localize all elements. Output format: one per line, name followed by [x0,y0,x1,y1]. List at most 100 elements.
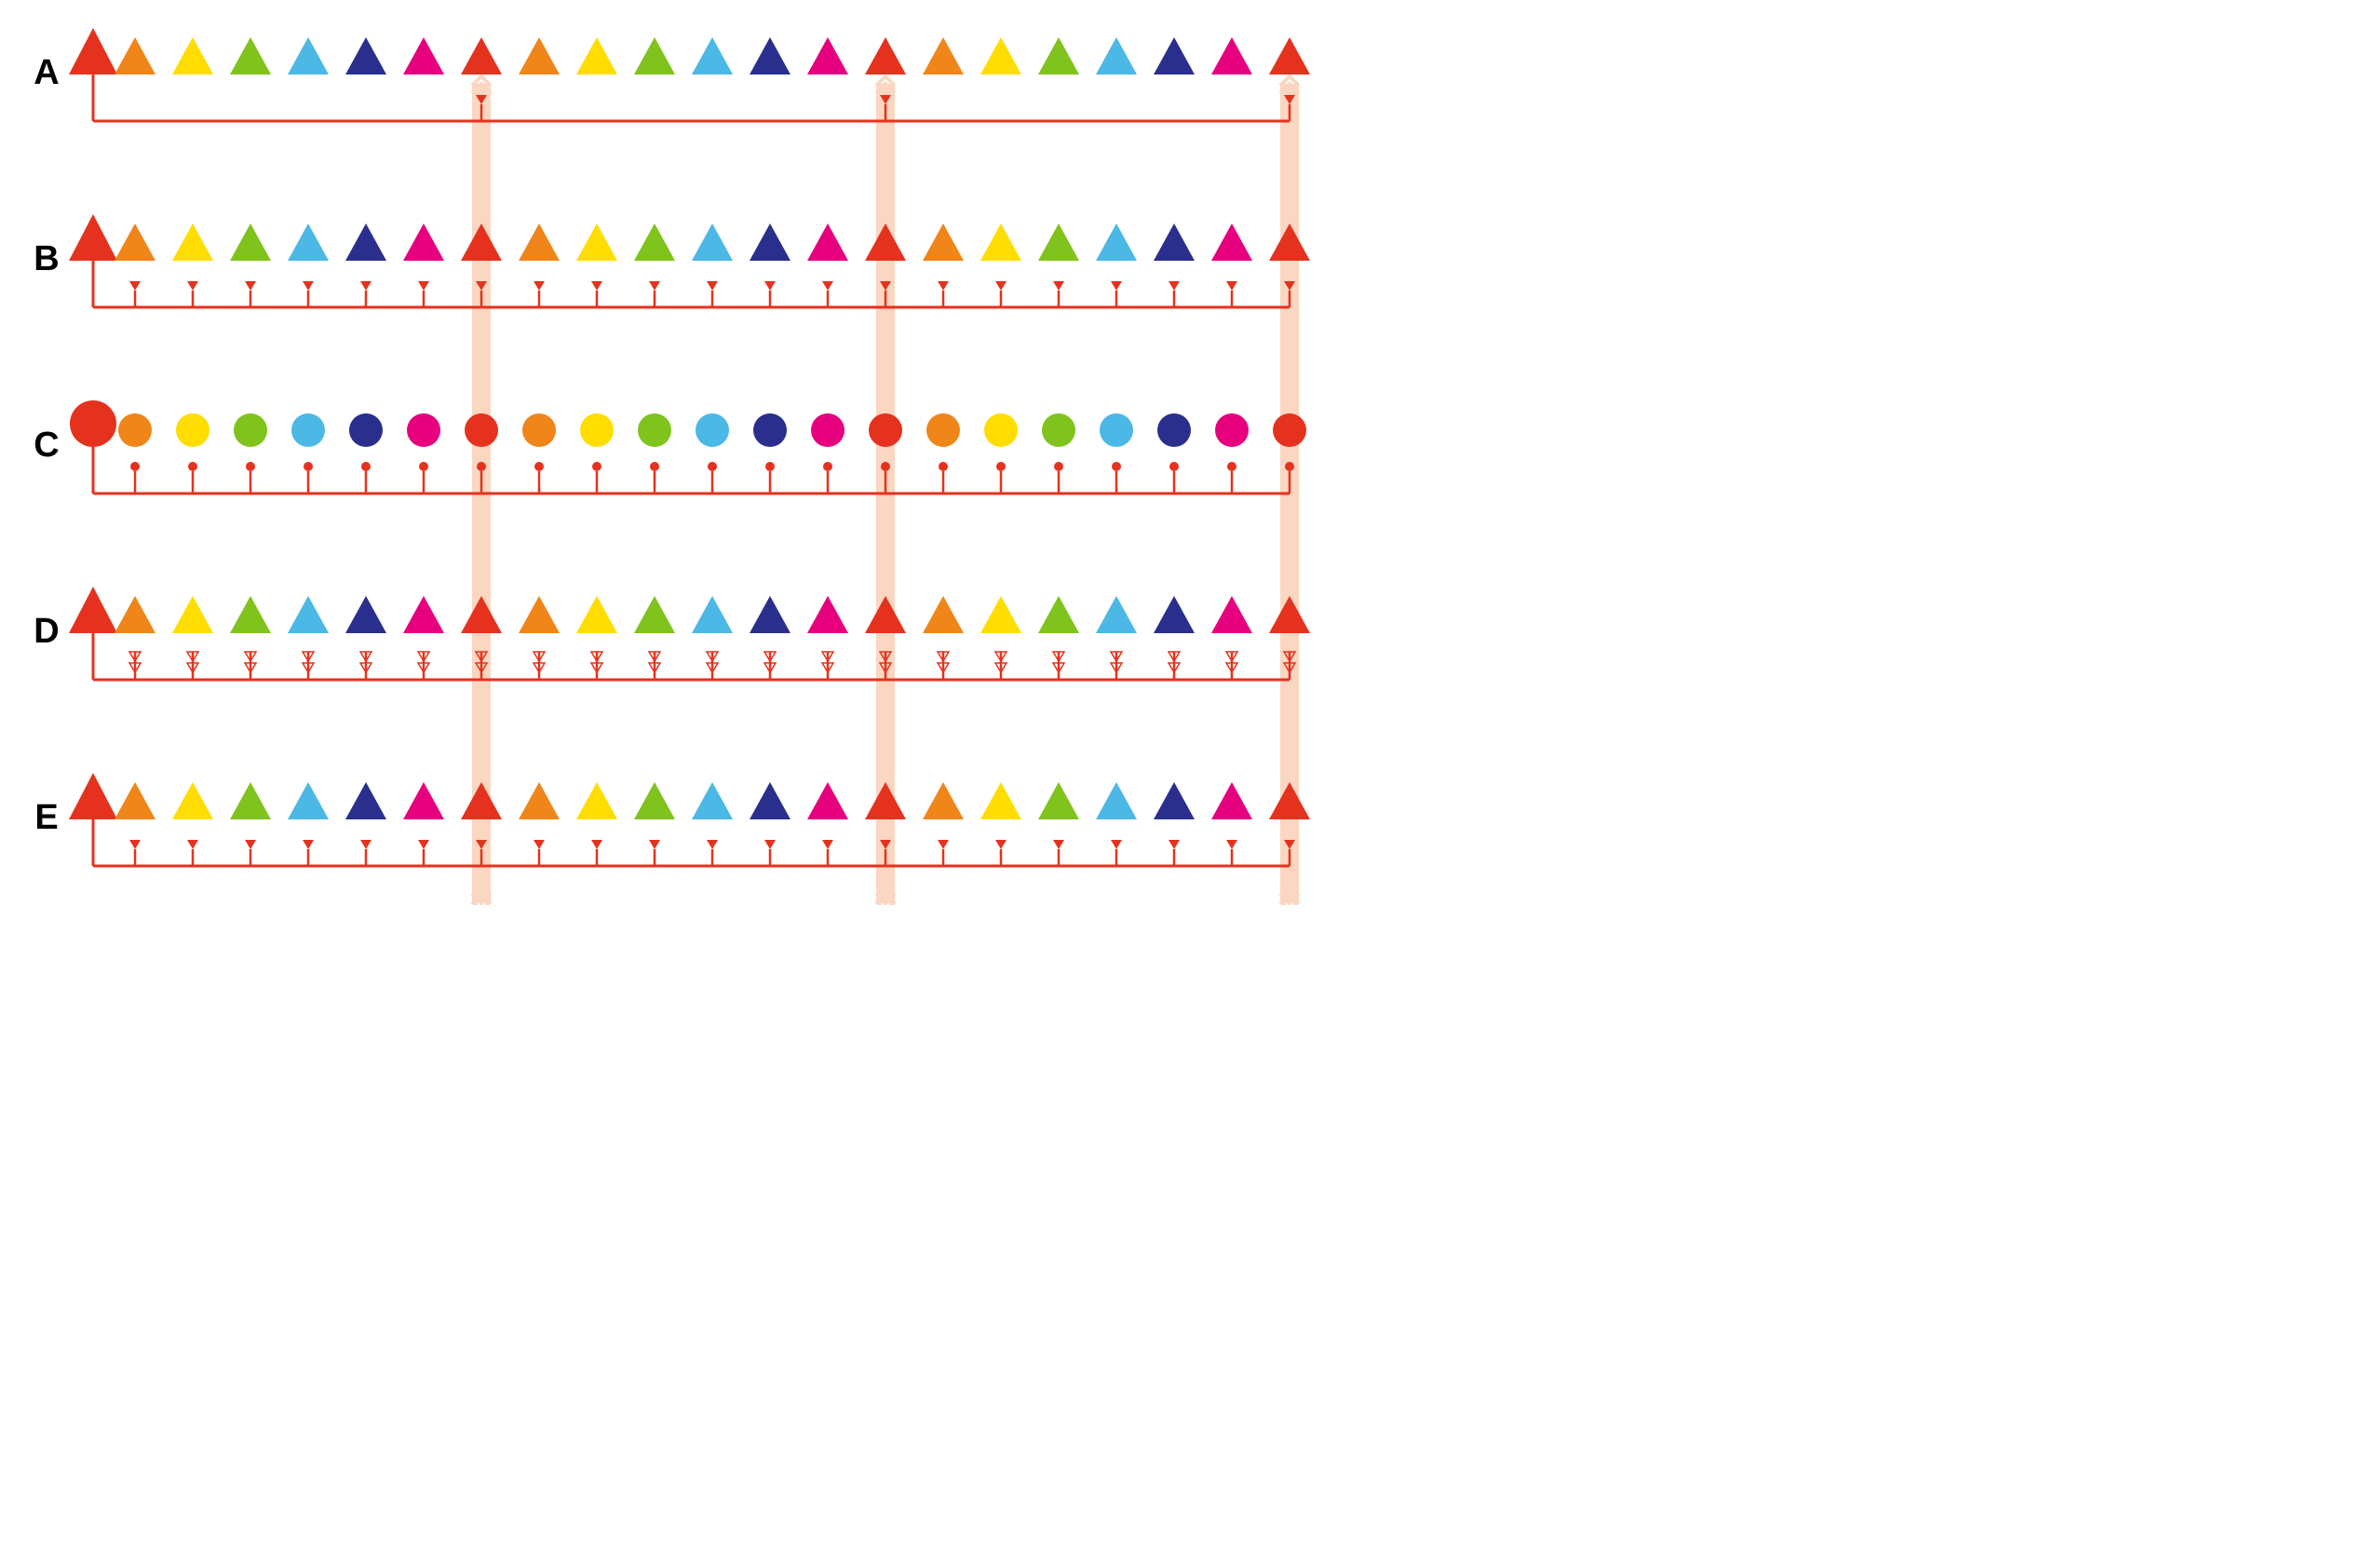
tick-circle [1054,462,1063,471]
unit-triangle [172,596,213,633]
unit-triangle [288,596,329,633]
triangle-down [1053,281,1064,291]
unit-circle [407,413,440,447]
unit-circle [522,413,556,447]
triangle-down [129,840,141,849]
triangle-down [1169,840,1180,849]
unit-triangle [634,37,675,74]
unit-triangle [288,223,329,261]
unit-triangle [172,223,213,261]
triangle-down [129,281,141,291]
unit-triangle [1269,596,1310,633]
triangle-down [418,840,429,849]
unit-triangle [980,596,1021,633]
row-start-triangle [69,773,117,819]
unit-triangle [1154,223,1195,261]
unit-triangle [1211,782,1252,819]
unit-triangle [288,782,329,819]
tick-circle [1285,462,1294,471]
triangle-down [534,840,545,849]
unit-triangle [403,782,444,819]
unit-triangle [1096,596,1137,633]
triangle-down [822,281,833,291]
unit-triangle [865,223,906,261]
unit-circle [176,413,209,447]
unit-triangle [980,782,1021,819]
tick-circle [939,462,948,471]
unit-triangle [1038,782,1079,819]
unit-triangle [403,596,444,633]
unit-triangle [692,782,733,819]
unit-triangle [230,37,271,74]
tick-circle [361,462,371,471]
unit-triangle [1154,37,1195,74]
tick-circle [708,462,717,471]
unit-triangle [865,596,906,633]
tick-circle [188,462,197,471]
tick-circle [1169,462,1179,471]
diagram-canvas: ABCDE [0,0,1372,905]
triangle-down [591,840,602,849]
triangle-down [764,281,776,291]
unit-triangle [807,782,848,819]
unit-triangle [692,37,733,74]
tick-circle [996,462,1006,471]
tick-circle [246,462,255,471]
unit-triangle [807,596,848,633]
unit-circle [1215,413,1249,447]
tick-circle [881,462,890,471]
unit-circle [580,413,614,447]
unit-triangle [865,782,906,819]
unit-triangle [1269,223,1310,261]
unit-triangle [172,782,213,819]
triangle-down [591,281,602,291]
tick-circle [304,462,313,471]
row-start-triangle [69,214,117,261]
unit-triangle [115,782,155,819]
triangle-down [360,840,372,849]
unit-triangle [1269,37,1310,74]
row-label-C: C [34,426,59,465]
triangle-down [187,840,198,849]
triangle-down [1226,840,1237,849]
unit-triangle [345,37,386,74]
unit-triangle [115,37,155,74]
triangle-down [707,840,718,849]
row-label-A: A [34,53,59,92]
unit-triangle [230,782,271,819]
triangle-down [534,281,545,291]
tick-circle [765,462,775,471]
triangle-down [764,840,776,849]
unit-triangle [1269,782,1310,819]
tick-circle [130,462,140,471]
tick-circle [650,462,659,471]
unit-triangle [172,37,213,74]
unit-triangle [1211,37,1252,74]
triangle-down [649,840,660,849]
unit-triangle [461,596,502,633]
unit-triangle [807,223,848,261]
unit-triangle [634,782,675,819]
row-label-B: B [34,239,59,278]
unit-triangle [980,37,1021,74]
row-start-triangle [69,28,117,74]
triangle-down [995,840,1007,849]
unit-triangle [923,596,964,633]
unit-triangle [519,223,560,261]
triangle-down [1111,281,1122,291]
unit-circle [1042,413,1075,447]
unit-triangle [923,223,964,261]
unit-circle [984,413,1018,447]
unit-triangle [403,223,444,261]
unit-triangle [865,37,906,74]
unit-triangle [403,37,444,74]
unit-triangle [1038,37,1079,74]
row-label-E: E [34,798,58,837]
unit-triangle [1154,596,1195,633]
unit-triangle [461,223,502,261]
triangle-down [1053,840,1064,849]
tick-circle [823,462,832,471]
unit-triangle [750,37,790,74]
unit-triangle [1096,223,1137,261]
unit-circle [234,413,267,447]
